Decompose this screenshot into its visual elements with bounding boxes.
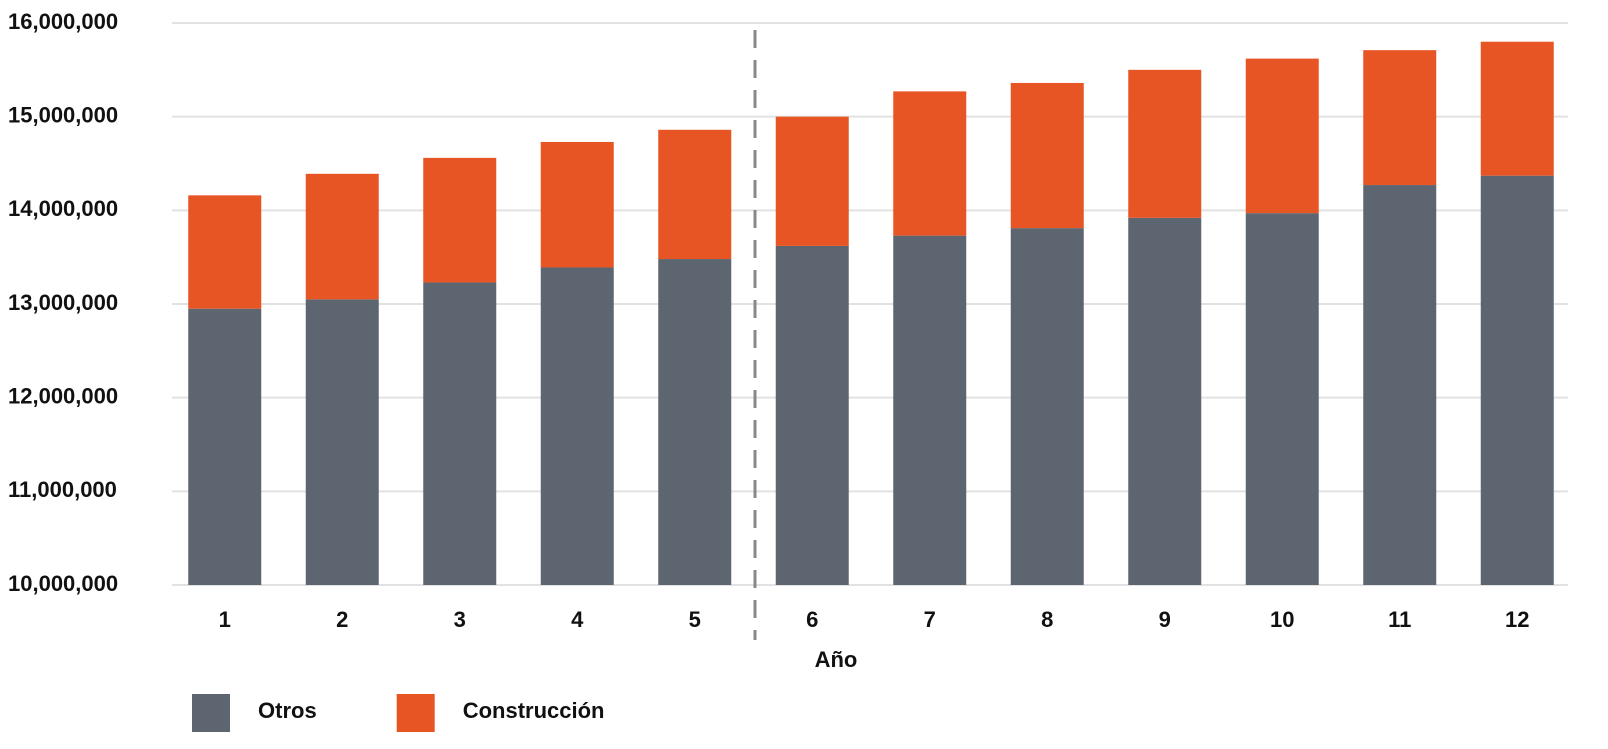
bar-segment <box>775 245 849 585</box>
x-tick-label: 4 <box>571 607 584 632</box>
bar-segment <box>1128 217 1202 585</box>
legend-label: Otros <box>258 698 317 723</box>
bar-segment <box>423 157 497 283</box>
bars <box>188 41 1554 585</box>
bar-segment <box>305 299 379 585</box>
bar-segment <box>188 195 262 309</box>
y-tick-label: 15,000,000 <box>8 102 118 127</box>
bar-segment <box>1363 185 1437 585</box>
bar-segment <box>1010 228 1084 585</box>
x-tick-label: 1 <box>219 607 231 632</box>
y-tick-label: 11,000,000 <box>8 477 117 502</box>
bar-segment <box>188 308 262 585</box>
legend-swatch <box>192 694 230 732</box>
bar-segment <box>893 235 967 585</box>
legend: Otros Construcción <box>192 694 604 732</box>
grid <box>172 22 1568 586</box>
legend-swatch <box>396 694 435 732</box>
bar-segment <box>1480 41 1554 176</box>
bar-segment <box>1128 69 1202 218</box>
x-tick-label: 5 <box>689 607 701 632</box>
bar-segment <box>658 129 732 260</box>
y-tick-label: 14,000,000 <box>8 196 118 221</box>
y-tick-label: 10,000,000 <box>8 571 118 596</box>
bar-segment <box>1245 213 1319 585</box>
bar-segment <box>305 173 379 300</box>
bar-segment <box>775 116 849 246</box>
bar-segment <box>540 141 614 268</box>
bar-segment <box>1363 50 1437 186</box>
bar-segment <box>658 259 732 585</box>
bar-segment <box>540 267 614 585</box>
x-tick-label: 3 <box>454 607 466 632</box>
legend-label: Construcción <box>463 698 605 723</box>
bar-segment <box>1010 82 1084 229</box>
x-tick-label: 2 <box>336 607 348 632</box>
bar-segment <box>1245 58 1319 214</box>
x-tick-label: 10 <box>1270 607 1294 632</box>
x-tick-label: 9 <box>1159 607 1171 632</box>
x-tick-label: 7 <box>924 607 936 632</box>
y-tick-label: 13,000,000 <box>8 290 118 315</box>
x-tick-label: 11 <box>1388 607 1411 632</box>
x-tick-label: 6 <box>806 607 818 632</box>
x-axis-label: Año <box>815 647 858 672</box>
y-tick-label: 16,000,000 <box>8 9 118 34</box>
x-tick-label: 12 <box>1505 607 1529 632</box>
y-tick-label: 12,000,000 <box>8 383 118 408</box>
bar-segment <box>423 282 497 585</box>
x-tick-label: 8 <box>1041 607 1053 632</box>
bar-segment <box>893 91 967 236</box>
bar-segment <box>1480 175 1554 585</box>
